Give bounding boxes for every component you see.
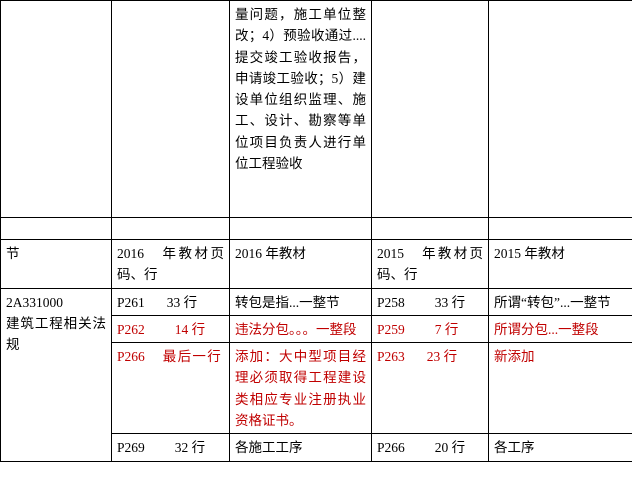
cell-page-2016: P262 14 行 bbox=[111, 314, 230, 344]
page-number-2016: P266 bbox=[117, 349, 145, 365]
page-number-2016: P262 bbox=[117, 321, 145, 337]
cell-text-2016: 添加：大中型项目经理必须取得工程建设类相应专业注册执业资格证书。 bbox=[229, 342, 372, 435]
line-number-2016: 最后一行 bbox=[162, 349, 221, 365]
line-number-2015: 20 行 bbox=[434, 440, 466, 456]
line-number-2015: 7 行 bbox=[434, 321, 459, 337]
page-number-2016: P261 bbox=[117, 294, 145, 310]
table-row-spacer bbox=[0, 217, 632, 240]
cell-page-2016: P269 32 行 bbox=[111, 433, 230, 462]
cell-text-2015: 各工序 bbox=[488, 433, 632, 462]
page-number-2015: P259 bbox=[377, 321, 405, 337]
cell-text-2015: 所谓分包...一整段 bbox=[488, 314, 632, 344]
cell-text-2016: 各施工工序 bbox=[229, 433, 372, 462]
section-name-text: 建筑工程相关法规 bbox=[6, 315, 106, 353]
cell-page-2016: P266 最后一行 bbox=[111, 342, 230, 435]
cell-text-2016: 违法分包。。。一整段 bbox=[229, 314, 372, 344]
cell-text-2015: 新添加 bbox=[488, 342, 632, 435]
cell-section-continued bbox=[0, 0, 112, 218]
line-number-2016: 33 行 bbox=[166, 294, 198, 310]
table-row: P269 32 行 各施工工序 P266 20 行 各工序 bbox=[1, 433, 632, 462]
cell-spacer-4 bbox=[488, 217, 632, 240]
section-code-text: 2A331000 bbox=[6, 294, 63, 310]
cell-spacer-1 bbox=[111, 217, 230, 240]
line-number-2016: 32 行 bbox=[174, 440, 206, 456]
table-row: 2A331000 建筑工程相关法规 P261 33 行 转包是指...一整节 P2… bbox=[0, 287, 632, 462]
table-row: P262 14 行 违法分包。。。一整段 P259 7 行 所谓分包...一整段 bbox=[1, 314, 632, 344]
cell-spacer-2 bbox=[229, 217, 372, 240]
line-number-2016: 14 行 bbox=[174, 321, 206, 337]
header-material-2015: 2015 年教材 bbox=[488, 239, 632, 289]
cell-page-2015: P263 23 行 bbox=[371, 342, 489, 435]
cell-spacer-3 bbox=[371, 217, 489, 240]
cell-page-2016: P261 33 行 bbox=[111, 287, 230, 316]
cell-content-2016-continued: 量问题，施工单位整改；4）预验收通过....提交竣工验收报告，申请竣工验收；5）… bbox=[229, 0, 372, 218]
cell-section-code: 2A331000 建筑工程相关法规 bbox=[0, 287, 112, 462]
page-number-2015: P263 bbox=[377, 349, 405, 365]
table-row: P266 最后一行 添加：大中型项目经理必须取得工程建设类相应专业注册执业资格证书… bbox=[1, 342, 632, 435]
cell-page-2015: P258 33 行 bbox=[371, 287, 489, 316]
table-header-row: 节 2016 年教材页码、行 2016 年教材 2015 年教材页码、行 201… bbox=[0, 239, 632, 289]
cell-content-2015-continued bbox=[488, 0, 632, 218]
page-number-2015: P266 bbox=[377, 440, 405, 456]
cell-page-2015: P259 7 行 bbox=[371, 314, 489, 344]
header-section: 节 bbox=[0, 239, 112, 289]
cell-text-2016: 转包是指...一整节 bbox=[229, 287, 372, 316]
cell-spacer-0 bbox=[0, 217, 112, 240]
header-page-2015: 2015 年教材页码、行 bbox=[371, 239, 489, 289]
page-number-2015: P258 bbox=[377, 294, 405, 310]
cell-page2016-continued bbox=[111, 0, 230, 218]
table-row-continued: 量问题，施工单位整改；4）预验收通过....提交竣工验收报告，申请竣工验收；5）… bbox=[0, 0, 632, 218]
line-number-2015: 33 行 bbox=[434, 294, 466, 310]
cell-page-2015: P266 20 行 bbox=[371, 433, 489, 462]
header-material-2016: 2016 年教材 bbox=[229, 239, 372, 289]
cell-page2015-continued bbox=[371, 0, 489, 218]
line-number-2015: 23 行 bbox=[426, 349, 458, 365]
textbook-comparison-table: 量问题，施工单位整改；4）预验收通过....提交竣工验收报告，申请竣工验收；5）… bbox=[0, 0, 632, 462]
cell-text-2015: 所谓“转包”...一整节 bbox=[488, 287, 632, 316]
page-number-2016: P269 bbox=[117, 440, 145, 456]
header-page-2016: 2016 年教材页码、行 bbox=[111, 239, 230, 289]
